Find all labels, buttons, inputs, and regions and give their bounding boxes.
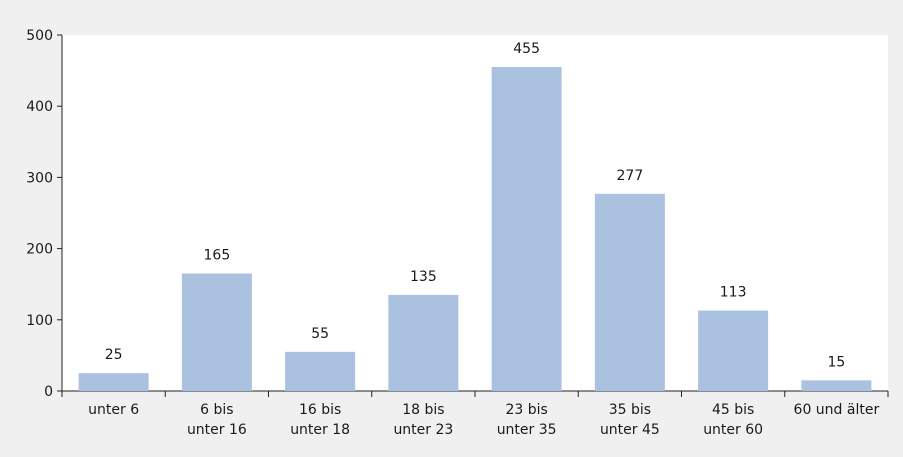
x-category-label: 23 bis unter 35 <box>497 402 557 438</box>
y-axis: 0 100 200 300 400 500 <box>26 28 63 400</box>
x-category-label: 6 bis unter 16 <box>187 402 247 438</box>
bar <box>491 67 562 391</box>
bar-chart: 0 100 200 300 400 500 unter 6 6 bis unter 16 16 … <box>26 28 889 438</box>
bar-value-label: 135 <box>410 269 437 285</box>
chart-frame: 0 100 200 300 400 500 unter 6 6 bis unter 16 16 … <box>7 10 895 453</box>
bar-value-label: 25 <box>105 347 123 363</box>
y-tick-label: 400 <box>26 99 53 115</box>
x-category-label: unter 6 <box>88 402 139 418</box>
x-category-label: 35 bis unter 45 <box>600 402 660 438</box>
bars <box>78 67 872 391</box>
bar-value-label: 277 <box>617 168 644 184</box>
x-category-label: 16 bis unter 18 <box>290 402 350 438</box>
bar <box>594 193 665 391</box>
bar <box>285 351 356 391</box>
bar-value-label: 455 <box>513 41 540 57</box>
bar-value-label: 55 <box>311 326 329 342</box>
x-axis: unter 6 6 bis unter 16 16 bis unter 18 18 bis… <box>61 390 889 438</box>
y-tick-label: 300 <box>26 170 53 186</box>
x-category-label: 18 bis unter 23 <box>393 402 453 438</box>
data-labels: 25 165 55 135 455 277 113 15 <box>105 41 846 370</box>
bar-value-label: 15 <box>827 354 845 370</box>
bar-value-label: 113 <box>720 285 747 301</box>
y-tick-label: 200 <box>26 242 53 258</box>
bar <box>181 273 252 391</box>
y-tick-label: 0 <box>44 384 53 400</box>
x-category-label: 45 bis unter 60 <box>703 402 763 438</box>
bar <box>78 373 149 391</box>
y-tick-label: 500 <box>26 28 53 44</box>
bar <box>388 294 459 391</box>
bar <box>698 310 769 391</box>
y-tick-label: 100 <box>26 313 53 329</box>
bar <box>801 380 872 391</box>
x-category-label: 60 und älter <box>794 402 880 418</box>
bar-value-label: 165 <box>204 248 231 264</box>
